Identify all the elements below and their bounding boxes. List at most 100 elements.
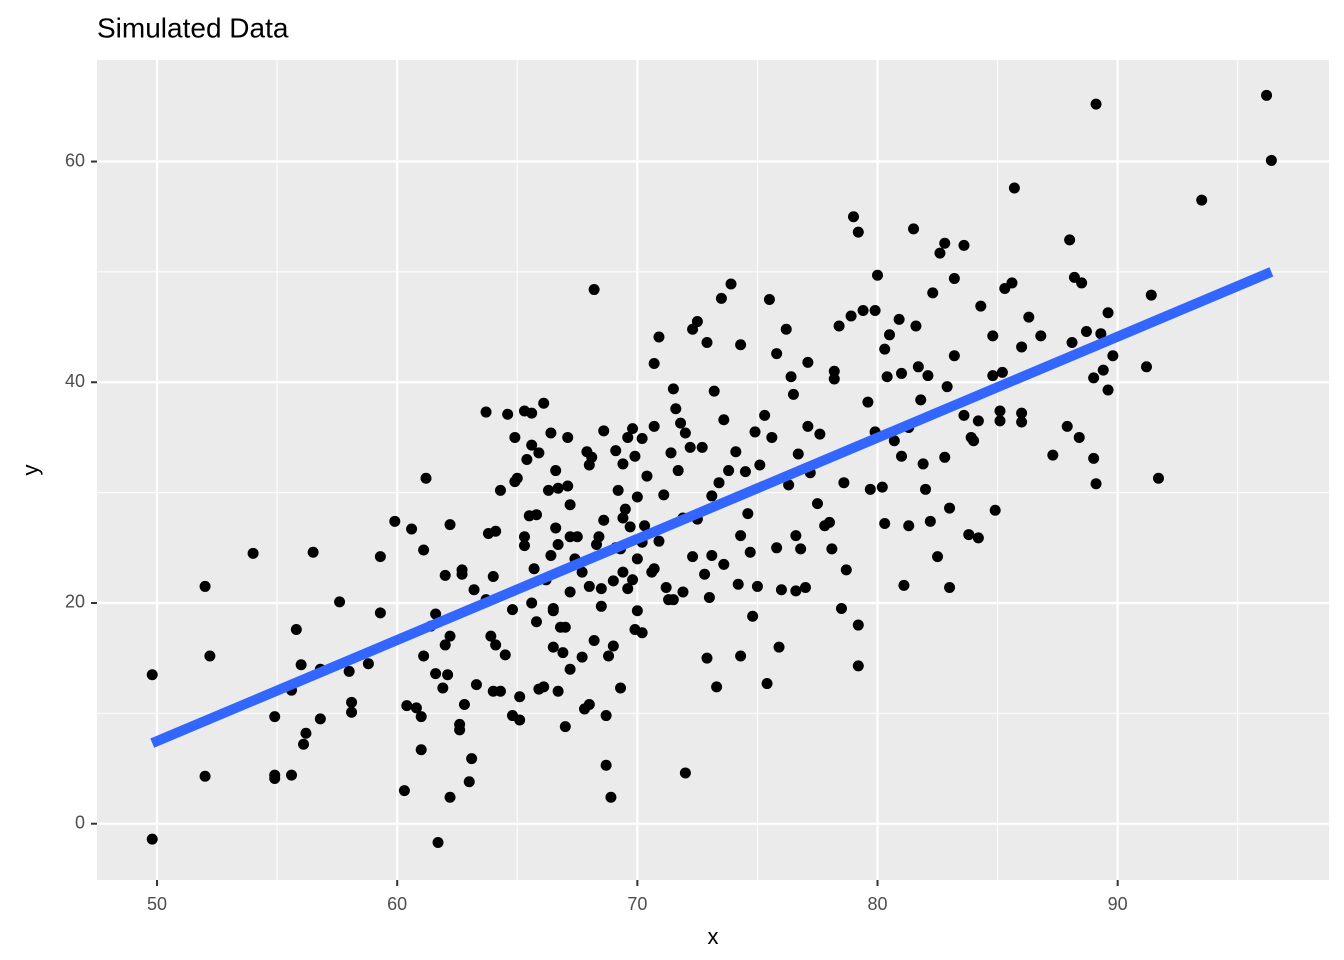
point — [401, 700, 413, 712]
fit — [150, 267, 1274, 748]
point — [557, 647, 569, 659]
point — [576, 651, 588, 663]
point — [538, 397, 550, 409]
point — [1006, 277, 1018, 289]
point — [944, 502, 956, 514]
point — [615, 682, 627, 694]
point — [610, 445, 622, 457]
point — [343, 665, 355, 677]
point — [521, 454, 533, 466]
point — [814, 428, 826, 440]
point — [708, 385, 720, 397]
point — [437, 682, 449, 694]
point — [684, 441, 696, 453]
point — [439, 569, 451, 581]
point — [418, 544, 430, 556]
point — [927, 287, 939, 299]
point — [924, 515, 936, 527]
point — [679, 427, 691, 439]
point — [1066, 337, 1078, 349]
point — [528, 563, 540, 575]
point — [629, 450, 641, 462]
point — [499, 649, 511, 661]
point — [828, 373, 840, 385]
point — [648, 563, 660, 575]
point — [648, 357, 660, 369]
point — [444, 519, 456, 531]
point — [550, 522, 562, 534]
point — [742, 508, 754, 520]
point — [1023, 311, 1035, 323]
point — [509, 431, 521, 443]
point — [932, 551, 944, 563]
point — [456, 568, 468, 580]
point — [598, 514, 610, 526]
point — [641, 470, 653, 482]
point — [418, 650, 430, 662]
point — [1016, 407, 1028, 419]
point — [298, 738, 310, 750]
grid — [97, 60, 1329, 880]
point — [802, 356, 814, 368]
point — [552, 685, 564, 697]
point — [972, 415, 984, 427]
point — [679, 767, 691, 779]
point — [454, 724, 466, 736]
point — [607, 575, 619, 587]
point — [691, 316, 703, 328]
point — [759, 409, 771, 421]
point — [857, 305, 869, 317]
point — [994, 415, 1006, 427]
point — [699, 568, 711, 580]
point — [410, 702, 422, 714]
point — [518, 531, 530, 543]
point — [903, 520, 915, 532]
point — [444, 791, 456, 803]
point — [934, 247, 946, 259]
point — [852, 226, 864, 238]
point — [908, 223, 920, 235]
point — [576, 566, 588, 578]
point — [838, 477, 850, 489]
point — [888, 435, 900, 447]
point — [547, 605, 559, 617]
point — [514, 714, 526, 726]
y-tick-label: 60 — [65, 150, 85, 170]
point — [559, 621, 571, 633]
point — [958, 409, 970, 421]
point — [269, 711, 281, 723]
point — [398, 785, 410, 797]
point — [660, 582, 672, 594]
point — [1088, 372, 1100, 384]
x-axis-title: x — [708, 924, 719, 949]
point — [1196, 194, 1208, 206]
point — [706, 550, 718, 562]
point — [307, 546, 319, 558]
point — [1261, 89, 1273, 101]
point — [735, 339, 747, 351]
point — [518, 540, 530, 552]
point — [542, 484, 554, 496]
point — [910, 320, 922, 332]
point — [718, 414, 730, 426]
point — [811, 498, 823, 510]
point — [648, 420, 660, 432]
point — [1152, 472, 1164, 484]
point — [771, 542, 783, 554]
point — [790, 530, 802, 542]
point — [917, 458, 929, 470]
point — [701, 337, 713, 349]
point — [1090, 98, 1102, 110]
point — [920, 483, 932, 495]
point — [1008, 182, 1020, 194]
x-tick-label: 50 — [147, 894, 167, 914]
point — [490, 639, 502, 651]
point — [862, 396, 874, 408]
point — [415, 711, 427, 723]
point — [718, 558, 730, 570]
point — [636, 433, 648, 445]
point — [941, 381, 953, 393]
point — [430, 668, 442, 680]
point — [480, 406, 492, 418]
point — [912, 361, 924, 373]
